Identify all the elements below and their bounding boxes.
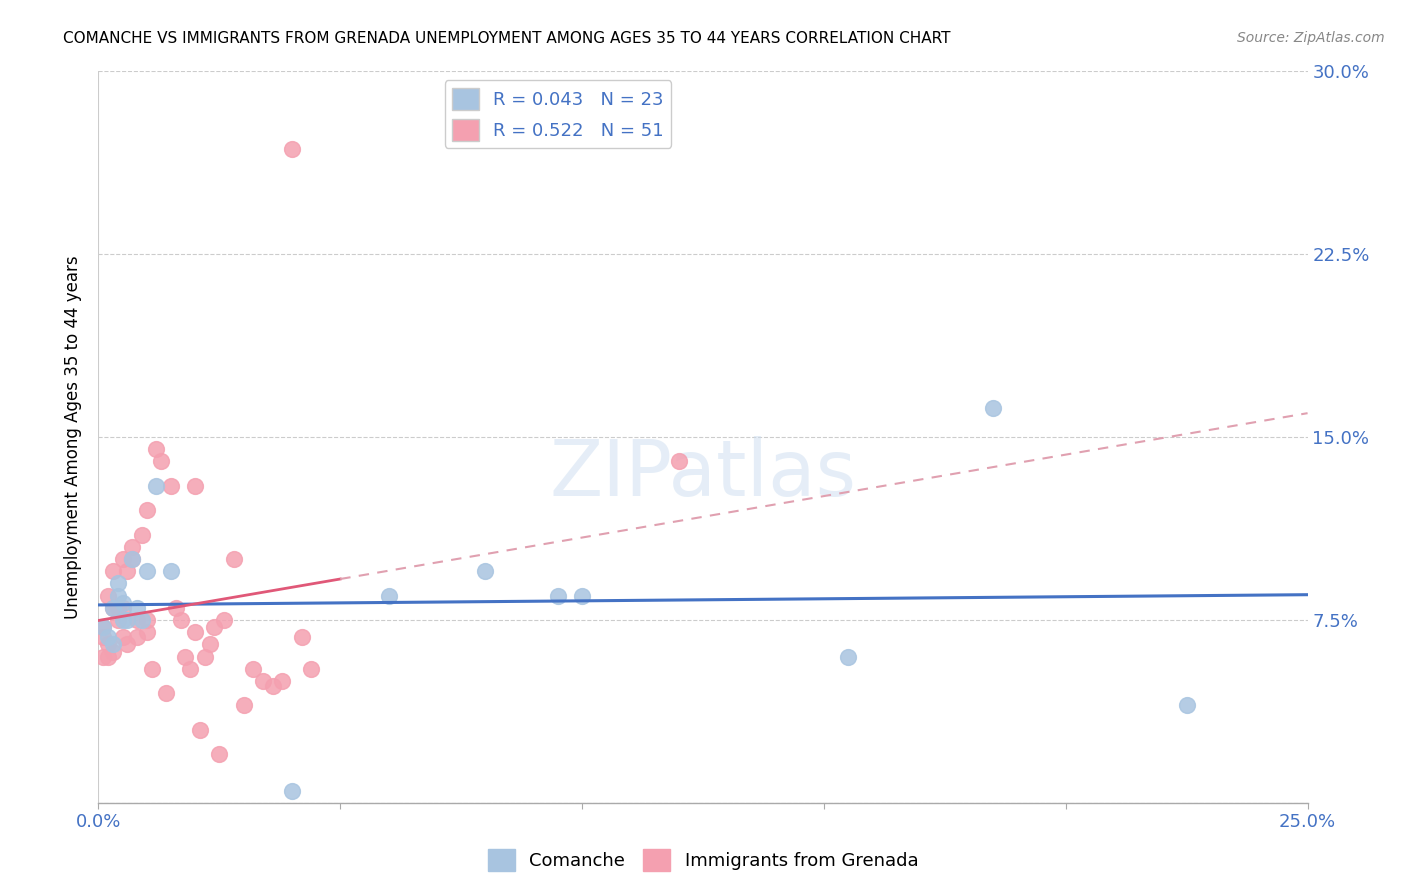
Point [242, 662, 264, 676]
Point [198, 637, 221, 651]
Point [91, 620, 114, 634]
Point [299, 662, 322, 676]
Point [571, 589, 593, 603]
Point [141, 662, 163, 676]
Point [135, 503, 157, 517]
Point [127, 630, 149, 644]
Point [145, 442, 167, 457]
Point [107, 613, 129, 627]
Point [97, 589, 120, 603]
Point [204, 620, 226, 634]
Point [252, 673, 274, 688]
Point [101, 600, 124, 615]
Point [184, 479, 207, 493]
Point [837, 649, 859, 664]
Point [117, 637, 139, 651]
Point [127, 600, 149, 615]
Point [474, 564, 496, 578]
Point [97, 630, 120, 644]
Point [101, 600, 124, 615]
Point [169, 613, 191, 627]
Y-axis label: Unemployment Among Ages 35 to 44 years: Unemployment Among Ages 35 to 44 years [65, 255, 83, 619]
Point [97, 637, 120, 651]
Point [111, 630, 134, 644]
Point [184, 625, 207, 640]
Point [121, 552, 143, 566]
Point [281, 142, 304, 156]
Point [107, 576, 129, 591]
Point [194, 649, 217, 664]
Point [101, 645, 124, 659]
Point [107, 589, 129, 603]
Point [135, 625, 157, 640]
Text: COMANCHE VS IMMIGRANTS FROM GRENADA UNEMPLOYMENT AMONG AGES 35 TO 44 YEARS CORRE: COMANCHE VS IMMIGRANTS FROM GRENADA UNEM… [63, 31, 950, 46]
Text: Source: ZipAtlas.com: Source: ZipAtlas.com [1237, 31, 1385, 45]
Point [131, 527, 153, 541]
Point [188, 723, 211, 737]
Point [208, 747, 231, 761]
Point [281, 783, 304, 797]
Point [160, 564, 183, 578]
Point [97, 649, 120, 664]
Point [262, 679, 284, 693]
Point [271, 673, 294, 688]
Point [121, 552, 143, 566]
Point [111, 596, 134, 610]
Point [131, 613, 153, 627]
Point [232, 698, 254, 713]
Point [91, 649, 114, 664]
Point [155, 686, 177, 700]
Point [222, 552, 245, 566]
Point [150, 454, 173, 468]
Point [1175, 698, 1198, 713]
Legend: Comanche, Immigrants from Grenada: Comanche, Immigrants from Grenada [481, 842, 925, 879]
Point [117, 613, 139, 627]
Point [981, 401, 1004, 415]
Point [91, 620, 114, 634]
Point [179, 662, 201, 676]
Text: ZIPatlas: ZIPatlas [550, 435, 856, 512]
Point [91, 630, 114, 644]
Point [111, 552, 134, 566]
Point [174, 649, 197, 664]
Point [127, 613, 149, 627]
Point [135, 613, 157, 627]
Point [117, 564, 139, 578]
Point [160, 479, 183, 493]
Point [111, 613, 134, 627]
Point [111, 600, 134, 615]
Legend: R = 0.043   N = 23, R = 0.522   N = 51: R = 0.043 N = 23, R = 0.522 N = 51 [444, 80, 671, 148]
Point [121, 540, 143, 554]
Point [377, 589, 399, 603]
Point [101, 637, 124, 651]
Point [107, 600, 129, 615]
Point [145, 479, 167, 493]
Point [165, 600, 187, 615]
Point [290, 630, 312, 644]
Point [547, 589, 569, 603]
Point [101, 564, 124, 578]
Point [135, 564, 157, 578]
Point [668, 454, 690, 468]
Point [212, 613, 235, 627]
